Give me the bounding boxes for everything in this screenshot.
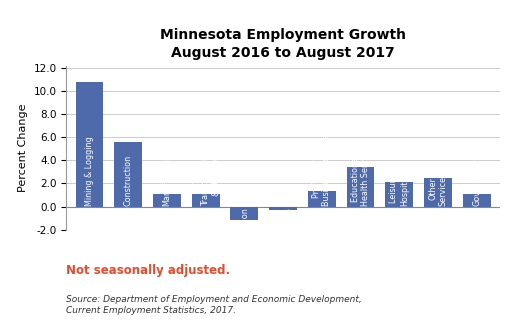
Text: Government: Government [471,155,480,206]
Bar [75,82,103,207]
Text: Trade,
Transportation
& Utilities: Trade, Transportation & Utilities [190,148,220,206]
Text: Other
Services: Other Services [428,172,447,206]
Bar [384,182,412,207]
Text: Not seasonally adjusted.: Not seasonally adjusted. [66,264,230,277]
Bar [423,178,451,207]
Text: Source: Department of Employment and Economic Development,
Current Employment St: Source: Department of Employment and Eco… [66,295,361,315]
Bar [230,207,258,220]
Bar [307,192,335,207]
Bar [114,142,142,207]
Bar [153,194,181,207]
Bar [462,194,490,207]
Y-axis label: Percent Change: Percent Change [18,103,28,192]
Text: Professional &
Business Services: Professional & Business Services [312,134,331,206]
Text: Leisure &
Hospitality: Leisure & Hospitality [389,163,408,206]
Text: Construction: Construction [124,154,132,206]
Text: Manufacturing: Manufacturing [162,148,171,206]
Bar [191,194,219,207]
Bar [346,167,374,207]
Text: Educational &
Health Services: Educational & Health Services [350,143,370,206]
Text: Information: Information [239,207,248,254]
Text: Mining & Logging: Mining & Logging [85,136,94,206]
Text: Financial
Activities: Financial Activities [273,207,292,244]
Title: Minnesota Employment Growth
August 2016 to August 2017: Minnesota Employment Growth August 2016 … [160,28,405,60]
Bar [269,207,296,210]
